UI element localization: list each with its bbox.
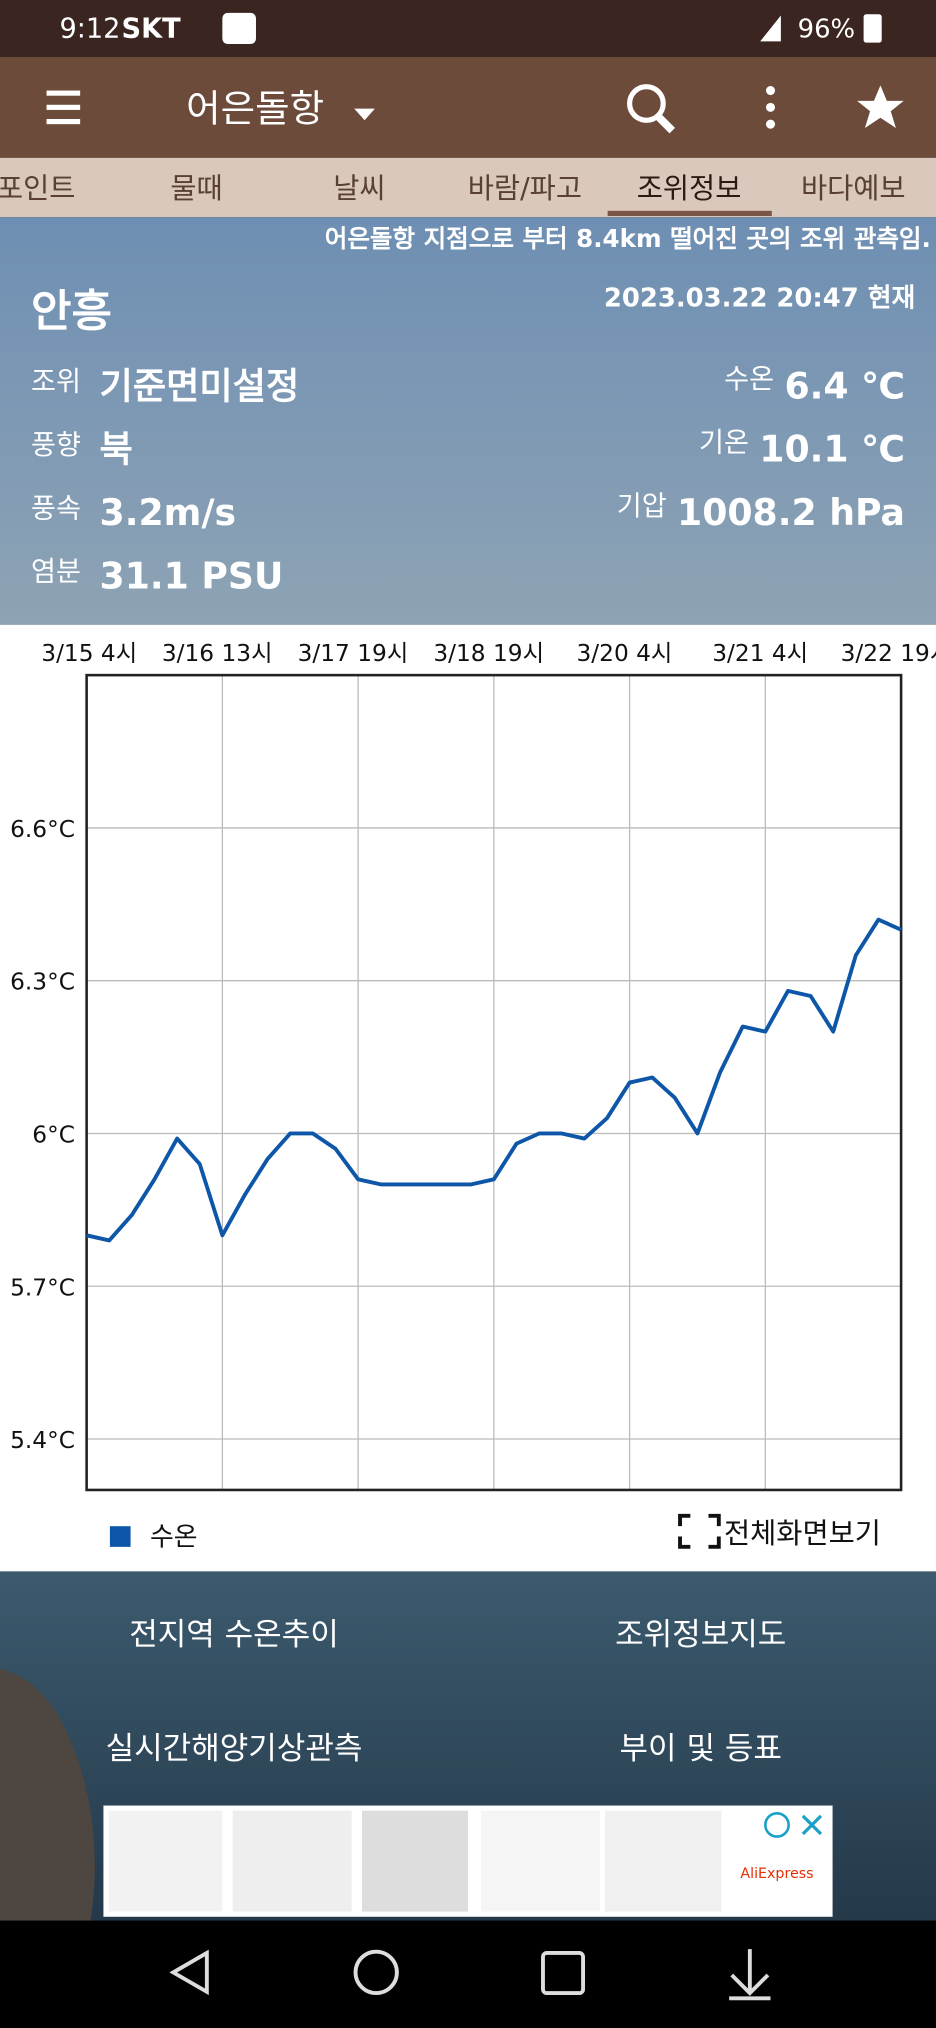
x-tick-label: 3/17 19시 xyxy=(298,640,409,667)
ad-image[interactable] xyxy=(361,1810,468,1912)
status-battery: 96% xyxy=(798,15,855,45)
more-button[interactable] xyxy=(765,86,776,129)
link[interactable]: 조위정보지도 xyxy=(615,1617,786,1653)
item-label: 염분 xyxy=(31,557,81,588)
fullscreen-button[interactable]: 전체화면보기 xyxy=(678,1513,881,1550)
battery-icon xyxy=(863,14,882,43)
rock xyxy=(0,1668,95,1921)
app-title[interactable]: 어은돌항 xyxy=(186,87,324,131)
item-value: 기준면미설정 xyxy=(100,364,300,407)
ad-image[interactable] xyxy=(480,1810,600,1912)
item-label: 수온 xyxy=(724,364,774,395)
x-tick-label: 3/15 4시 xyxy=(41,640,137,667)
tab-bar xyxy=(0,157,936,218)
favorite-button[interactable] xyxy=(857,85,904,129)
x-tick-label: 3/18 19시 xyxy=(433,640,544,667)
ad-image[interactable] xyxy=(605,1810,722,1912)
item-label: 조위 xyxy=(31,367,81,398)
nav-home[interactable] xyxy=(353,1949,399,1996)
ad-info[interactable] xyxy=(764,1812,790,1838)
ad-close[interactable] xyxy=(801,1814,823,1836)
item-label: 기압 xyxy=(617,491,667,522)
item-value: 31.1 PSU xyxy=(100,554,284,597)
item-label: 기온 xyxy=(699,427,749,458)
item-value: 3.2m/s xyxy=(100,491,237,534)
station-name: 안흥 xyxy=(31,286,112,337)
ad-image[interactable] xyxy=(232,1810,352,1912)
nav-bar xyxy=(0,1920,936,2028)
nav-recents[interactable] xyxy=(541,1951,585,1996)
tab[interactable]: 날씨 xyxy=(333,172,385,205)
tab[interactable]: 물때 xyxy=(170,172,222,205)
item-label: 풍속 xyxy=(31,493,81,524)
menu-button[interactable] xyxy=(46,90,81,125)
y-tick-label: 5.7°C xyxy=(10,1274,75,1301)
app-bar xyxy=(0,56,936,158)
chart: 3/15 4시 3/16 13시 3/17 19시 3/18 19시 3/20 4시 3/… xyxy=(10,640,936,1553)
item-label: 풍향 xyxy=(31,430,81,461)
nav-back[interactable] xyxy=(169,1949,209,1996)
nav-hide[interactable] xyxy=(729,1949,771,2001)
ad-brand[interactable]: AliExpress xyxy=(740,1866,813,1882)
tab[interactable]: 조위정보 xyxy=(637,172,742,205)
legend-swatch xyxy=(109,1526,131,1547)
line xyxy=(86,917,902,1243)
fullscreen-label[interactable]: 전체화면보기 xyxy=(724,1517,881,1550)
x-tick-label: 3/20 4시 xyxy=(577,640,673,667)
y-tick-label: 6.3°C xyxy=(10,969,75,996)
tab[interactable]: 포인트 xyxy=(0,172,75,205)
observed-at: 2023.03.22 20:47 현재 xyxy=(604,284,915,314)
link[interactable]: 전지역 수온추이 xyxy=(129,1617,339,1653)
tab-indicator xyxy=(607,210,772,216)
link[interactable]: 실시간해양기상관측 xyxy=(106,1731,363,1767)
status-carrier: SKT xyxy=(122,14,182,45)
info-panel xyxy=(0,217,936,625)
tab[interactable]: 바람/파고 xyxy=(468,172,582,205)
y-tick-label: 6.6°C xyxy=(10,816,75,843)
x-tick-label: 3/16 13시 xyxy=(162,640,273,667)
legend-label: 수온 xyxy=(150,1523,198,1553)
y-tick-label: 6°C xyxy=(32,1122,75,1149)
ad-image[interactable] xyxy=(108,1810,223,1912)
signal-icon xyxy=(760,15,781,42)
status-time: 9:12 xyxy=(59,14,120,45)
x-tick-label: 3/22 19시 xyxy=(841,640,936,667)
dropdown-arrow[interactable] xyxy=(354,108,375,121)
link[interactable]: 부이 및 등표 xyxy=(620,1731,782,1767)
tabs: 포인트 물때 날씨 바람/파고 조위정보 바다예보 xyxy=(0,172,906,205)
chart-area xyxy=(0,624,936,1572)
item-value: 북 xyxy=(100,428,133,471)
item-value: 10.1 ℃ xyxy=(759,428,905,471)
item-value: 6.4 ℃ xyxy=(784,364,905,407)
item-value: 1008.2 hPa xyxy=(677,491,905,534)
x-tick-label: 3/21 4시 xyxy=(712,640,808,667)
notice: 어은돌항 지점으로 부터 8.4km 떨어진 곳의 조위 관측임. xyxy=(325,224,931,253)
y-tick-label: 5.4°C xyxy=(10,1427,75,1454)
search-button[interactable] xyxy=(627,84,676,134)
plot-frame xyxy=(85,673,903,1492)
tab[interactable]: 바다예보 xyxy=(801,172,906,205)
status-icon xyxy=(222,12,256,44)
